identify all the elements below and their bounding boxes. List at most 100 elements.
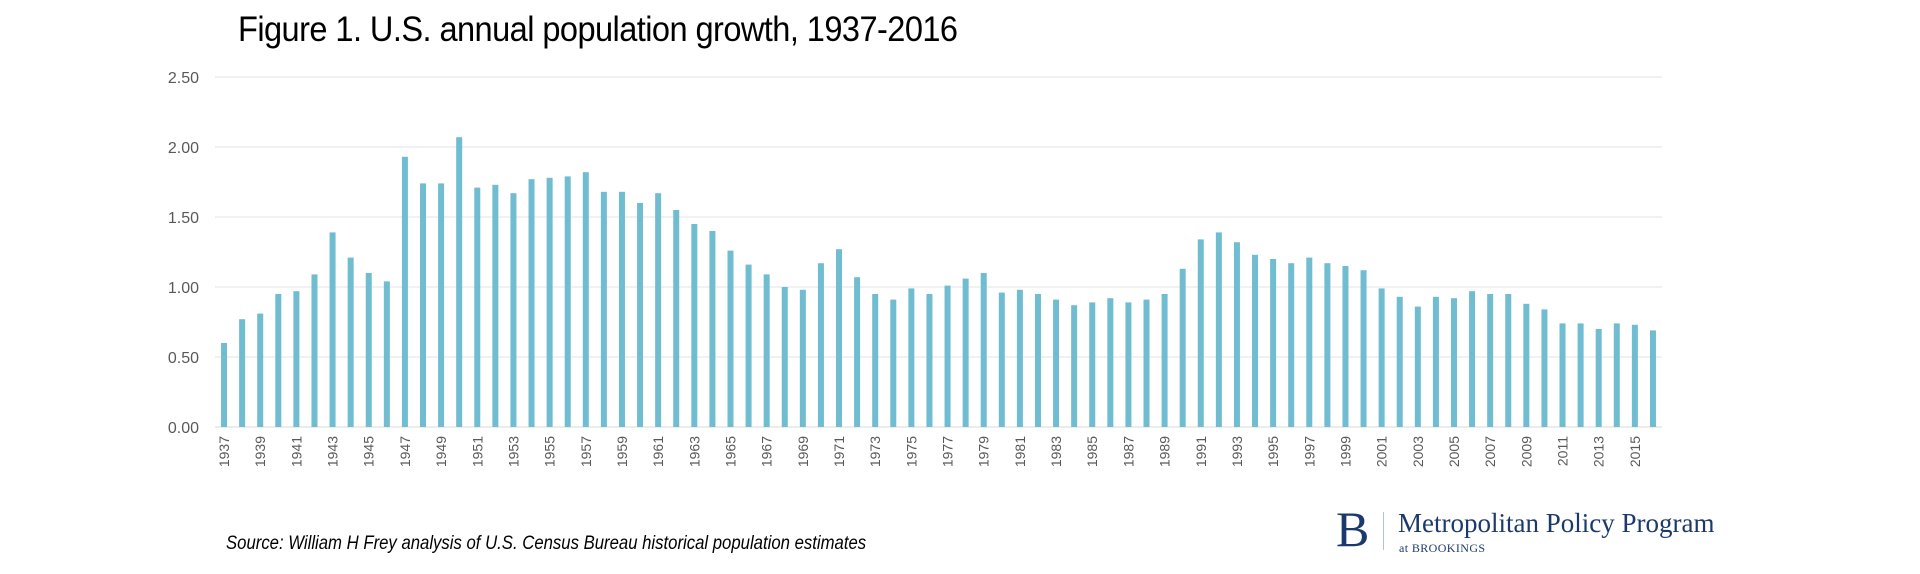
bar-1982 [1034,294,1041,427]
bar-1959 [618,191,625,427]
x-tick-label: 1997 [1301,436,1317,467]
x-tick-label: 1941 [288,436,304,467]
x-tick-label: 1963 [686,436,702,467]
bar-1950 [456,137,463,427]
x-tick-label: 1993 [1229,436,1245,467]
bar-2002 [1396,296,1403,427]
y-tick-label: 2.00 [168,140,199,157]
bar-1952 [492,184,499,427]
x-tick-label: 1947 [397,436,413,467]
x-tick-label: 1953 [505,436,521,467]
bar-1969 [799,289,806,427]
gridlines [215,76,1662,428]
y-axis: 0.00 0.50 1.00 1.50 2.00 2.50 [168,70,199,437]
bar-2010 [1541,309,1548,427]
bar-1984 [1071,305,1078,427]
bar-2016 [1649,330,1656,427]
bar-2005 [1450,298,1457,427]
x-tick-label: 1999 [1337,436,1353,467]
bar-2009 [1523,303,1530,427]
x-tick-label: 2011 [1555,436,1571,466]
x-tick-label: 1995 [1265,436,1281,467]
x-tick-label: 1961 [650,436,666,467]
logo-letter: B [1336,501,1370,557]
bar-2007 [1487,294,1494,427]
x-tick-label: 1959 [614,436,630,467]
bar-1975 [908,288,915,427]
bar-1976 [926,294,933,427]
bar-1955 [546,177,553,427]
bar-1954 [528,179,535,427]
bar-1940 [275,294,282,427]
bar-1979 [980,273,987,427]
bar-1986 [1107,298,1114,427]
x-tick-label: 1965 [722,436,738,467]
bar-2004 [1432,296,1439,427]
x-tick-label: 1969 [795,436,811,467]
x-tick-label: 1979 [976,436,992,467]
x-tick-label: 1955 [542,436,558,467]
bar-1939 [257,313,264,427]
x-tick-label: 1981 [1012,436,1028,467]
x-tick-label: 2009 [1518,436,1534,467]
bar-2006 [1469,291,1476,427]
x-tick-label: 2005 [1446,436,1462,467]
bar-1981 [1016,289,1023,427]
bar-1937 [221,343,228,427]
x-tick-label: 1943 [325,436,341,467]
bar-2003 [1414,306,1421,427]
x-tick-label: 1977 [940,436,956,467]
x-tick-label: 1983 [1048,436,1064,467]
x-tick-label: 1957 [578,436,594,467]
bar-1992 [1215,232,1222,427]
bar-2015 [1631,324,1638,427]
x-tick-label: 2007 [1482,436,1498,467]
logo-divider [1383,512,1384,550]
x-tick-label: 1971 [831,436,847,467]
x-tick-label: 1973 [867,436,883,467]
bar-1989 [1161,294,1168,427]
bar-2014 [1613,323,1620,427]
bar-1970 [817,263,824,427]
bars [221,137,1656,428]
bar-1946 [383,281,390,427]
bar-2013 [1595,329,1602,427]
logo-subtitle: at BROOKINGS [1399,541,1486,555]
bar-1972 [854,277,861,427]
y-tick-label: 0.50 [168,350,199,367]
x-tick-label: 2001 [1374,436,1390,467]
bar-1962 [673,210,680,427]
bar-1957 [582,172,589,427]
bar-1949 [438,183,445,427]
y-tick-label: 1.50 [168,210,199,227]
x-tick-label: 1939 [252,436,268,467]
bar-1971 [836,249,843,427]
bar-1990 [1179,268,1186,427]
bar-2011 [1559,323,1566,427]
bar-1947 [401,156,408,428]
y-tick-label: 1.00 [168,280,199,297]
bar-1997 [1306,257,1313,427]
bar-1938 [239,319,246,427]
y-tick-label: 2.50 [168,70,199,87]
bar-1967 [763,274,770,427]
x-tick-label: 2013 [1591,436,1607,467]
logo-program-name: Metropolitan Policy Program [1398,508,1715,538]
x-tick-label: 1951 [469,436,485,467]
bar-1991 [1197,239,1204,427]
bar-1994 [1252,254,1259,427]
bar-1941 [293,291,300,427]
bar-1999 [1342,266,1349,427]
x-tick-label: 1985 [1084,436,1100,467]
x-axis: 1937 1939 1941 1943 1945 1947 1949 1951 1953 1955… [216,436,1643,467]
bar-1953 [510,193,517,427]
bar-1980 [998,292,1005,427]
bar-1977 [944,285,951,427]
bar-1963 [691,224,698,427]
bar-1944 [347,257,354,427]
x-tick-label: 1967 [759,436,775,467]
x-tick-label: 1937 [216,436,232,467]
x-tick-label: 1989 [1157,436,1173,467]
bar-2012 [1577,323,1584,427]
bar-1961 [655,193,662,427]
